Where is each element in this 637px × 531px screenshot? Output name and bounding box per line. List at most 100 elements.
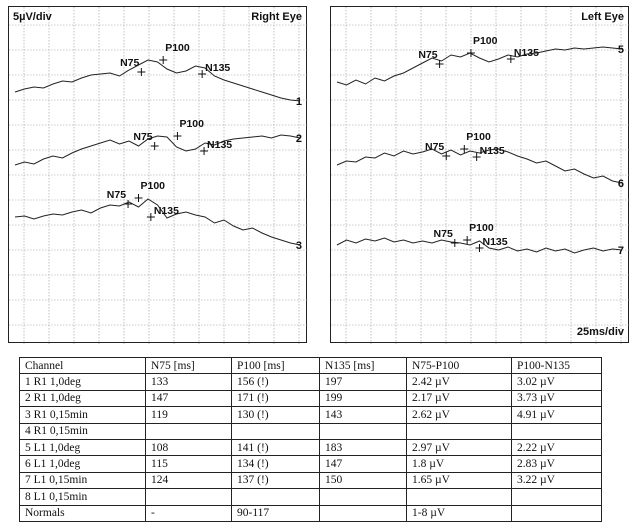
marker-label-n75: N75 xyxy=(133,131,152,143)
column-header: Channel xyxy=(19,356,146,375)
table-row: 7 L1 0,15min 124 137 (!) 150 1.65 µV 3.22 µV xyxy=(19,471,602,490)
marker-label-n135: N135 xyxy=(207,139,232,151)
table-cell: 143 xyxy=(319,406,407,424)
table-cell: 124 xyxy=(145,471,232,490)
table-row: 5 L1 1,0deg 108 141 (!) 183 2.97 µV 2.22 µV xyxy=(19,438,602,457)
table-row: Normals -90-117 1-8 µV xyxy=(19,504,602,522)
x-scale-label: 25ms/div xyxy=(576,326,624,338)
table-cell xyxy=(319,422,407,440)
right-eye-panel: 1 N75 P100 N135 2 N75 P100 N135 3 N75 P100 N135 5µV… xyxy=(8,6,308,344)
table-cell xyxy=(406,422,512,440)
marker-label-n75: N75 xyxy=(434,228,453,240)
right-eye-title: Right Eye xyxy=(251,11,302,23)
marker-label-n75: N75 xyxy=(120,57,139,69)
table-cell xyxy=(511,422,602,440)
marker-label-p100: P100 xyxy=(469,222,494,234)
table-cell: 130 (!) xyxy=(231,406,320,424)
table-cell: 147 xyxy=(319,455,407,473)
table-cell: Normals xyxy=(19,504,146,522)
trace-3 xyxy=(14,198,301,246)
table-cell: 3 R1 0,15min xyxy=(19,406,146,424)
left-eye-title: Left Eye xyxy=(581,11,624,23)
channel-label: 2 xyxy=(296,133,302,145)
marker-label-n135: N135 xyxy=(514,47,539,59)
column-header: N135 [ms] xyxy=(319,356,407,375)
trace-5 xyxy=(336,46,623,86)
grid xyxy=(9,7,308,344)
table-cell: 90-117 xyxy=(231,504,320,522)
table-cell: 1 R1 1,0deg xyxy=(19,373,146,391)
table-cell xyxy=(406,488,512,506)
table-cell: 119 xyxy=(145,406,232,424)
table-cell: - xyxy=(145,504,232,522)
column-header: P100-N135 xyxy=(511,356,602,375)
table-cell: 8 L1 0,15min xyxy=(19,488,146,506)
marker-label-n75: N75 xyxy=(107,189,126,201)
table-cell: 5 L1 1,0deg xyxy=(19,438,146,457)
left-eye-panel: 5 N75 P100 N135 6 N75 P100 N135 7 N75 P100 N135 Lef… xyxy=(330,6,630,344)
trace-6 xyxy=(336,148,623,184)
table-cell: 141 (!) xyxy=(231,438,320,457)
table-cell: 7 L1 0,15min xyxy=(19,471,146,490)
table-cell: 3.22 µV xyxy=(511,471,602,490)
table-cell xyxy=(231,488,320,506)
vep-results-table: Channel N75 [ms] P100 [ms] N135 [ms] N75… xyxy=(19,356,602,522)
table-cell: 4.91 µV xyxy=(511,406,602,424)
table-row: 4 R1 0,15min xyxy=(19,422,602,440)
table-row: 6 L1 1,0deg 115 134 (!) 147 1.8 µV 2.83 µV xyxy=(19,455,602,473)
table-cell: 108 xyxy=(145,438,232,457)
table-header-row: Channel N75 [ms] P100 [ms] N135 [ms] N75… xyxy=(19,356,602,375)
marker-label-n135: N135 xyxy=(480,145,505,157)
marker-label-n135: N135 xyxy=(154,205,179,217)
marker-label-n135: N135 xyxy=(483,236,508,248)
marker-label-n75: N75 xyxy=(418,49,437,61)
table-cell: 156 (!) xyxy=(231,373,320,391)
trace-7 xyxy=(336,237,623,254)
column-header: P100 [ms] xyxy=(231,356,320,375)
table-cell: 2 R1 1,0deg xyxy=(19,389,146,408)
marker-label-n75: N75 xyxy=(425,141,444,153)
table-cell xyxy=(511,504,602,522)
y-scale-label: 5µV/div xyxy=(13,11,52,23)
table-cell: 134 (!) xyxy=(231,455,320,473)
table-cell: 1.65 µV xyxy=(406,471,512,490)
channel-label: 1 xyxy=(296,96,302,108)
table-cell: 3.73 µV xyxy=(511,389,602,408)
marker-label-p100: P100 xyxy=(179,118,204,130)
left-eye-chart: 5 N75 P100 N135 6 N75 P100 N135 7 N75 P100 N135 xyxy=(331,7,630,344)
table-cell: 171 (!) xyxy=(231,389,320,408)
table-cell: 150 xyxy=(319,471,407,490)
table-cell: 3.02 µV xyxy=(511,373,602,391)
table-cell xyxy=(511,488,602,506)
table-row: 1 R1 1,0deg 133 156 (!) 197 2.42 µV 3.02 µV xyxy=(19,373,602,391)
table-cell: 147 xyxy=(145,389,232,408)
marker-label-p100: P100 xyxy=(165,42,190,54)
table-cell: 4 R1 0,15min xyxy=(19,422,146,440)
channel-label: 5 xyxy=(618,44,624,56)
table-cell: 2.17 µV xyxy=(406,389,512,408)
channel-label: 6 xyxy=(618,178,624,190)
table-cell xyxy=(145,488,232,506)
channel-label: 3 xyxy=(296,240,302,252)
table-cell xyxy=(145,422,232,440)
table-cell: 6 L1 1,0deg xyxy=(19,455,146,473)
table-cell: 183 xyxy=(319,438,407,457)
table-cell: 1-8 µV xyxy=(406,504,512,522)
table-row: 8 L1 0,15min xyxy=(19,488,602,506)
table-cell xyxy=(319,504,407,522)
marker-label-p100: P100 xyxy=(141,180,166,192)
table-cell: 133 xyxy=(145,373,232,391)
table-cell: 2.42 µV xyxy=(406,373,512,391)
column-header: N75 [ms] xyxy=(145,356,232,375)
table-cell: 1.8 µV xyxy=(406,455,512,473)
table-cell: 2.83 µV xyxy=(511,455,602,473)
table-cell: 2.97 µV xyxy=(406,438,512,457)
marker-label-p100: P100 xyxy=(473,35,498,47)
table-cell: 199 xyxy=(319,389,407,408)
table-cell: 137 (!) xyxy=(231,471,320,490)
table-cell xyxy=(319,488,407,506)
column-header: N75-P100 xyxy=(406,356,512,375)
table-row: 3 R1 0,15min 119 130 (!) 143 2.62 µV 4.91 µV xyxy=(19,406,602,424)
channel-label: 7 xyxy=(618,245,624,257)
